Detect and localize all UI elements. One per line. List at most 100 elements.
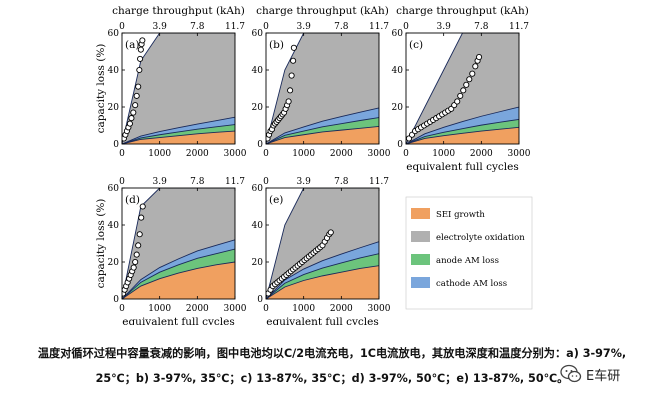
plot-frame — [405, 32, 520, 145]
x-tick-label: 0 — [403, 149, 409, 159]
area-anode-am-loss — [122, 249, 235, 299]
boundary-electrolyte-oxidation — [266, 33, 379, 144]
caption-line-2: 25℃；b) 3-97%, 35℃；c) 13-87%, 35℃；d) 3-97… — [95, 372, 569, 385]
boundary-cathode-am-loss — [122, 116, 235, 144]
data-point — [137, 55, 144, 62]
plot-frame — [121, 32, 236, 145]
area-electrolyte-oxidation — [122, 33, 235, 144]
plot-frame — [121, 187, 236, 300]
plot-frame — [265, 32, 380, 145]
area-cathode-am-loss — [266, 241, 379, 299]
data-point — [285, 98, 292, 105]
data-point — [469, 70, 476, 77]
area-cathode-am-loss — [266, 107, 379, 144]
top-tick-label: 11.7 — [369, 177, 389, 187]
top-tick-label: 11.7 — [509, 22, 529, 32]
data-point — [457, 92, 464, 99]
y-tick-label: 20 — [252, 103, 264, 113]
x-tick-label: 3000 — [368, 304, 391, 314]
x-axis-title: equivalent full cycles — [122, 316, 235, 325]
x-tick-label: 0 — [263, 149, 269, 159]
y-tick-label: 0 — [257, 295, 263, 305]
top-tick-label: 0 — [119, 177, 125, 187]
x-tick-label: 3000 — [224, 149, 247, 159]
caption-line-1: 温度对循环过程中容量衰减的影响，图中电池均以C/2电流充电，1C电流放电，其放电… — [37, 347, 627, 360]
watermark: E车研 — [560, 363, 660, 385]
x-tick-label: 0 — [263, 304, 269, 314]
plot-area — [122, 188, 235, 299]
data-point — [126, 120, 133, 127]
y-tick-label: 40 — [392, 66, 404, 76]
x-tick-label: 0 — [119, 149, 125, 159]
area-sei-growth — [122, 262, 235, 299]
y-tick-label: 40 — [252, 221, 264, 231]
top-axis-title: charge throughput (kAh) — [256, 5, 389, 17]
boundary-sei-growth — [122, 130, 235, 144]
plot-area — [266, 33, 379, 144]
panel-label: (e) — [269, 194, 283, 206]
x-axis-title: equivalent full cycles — [406, 161, 519, 173]
legend-label: cathode AM loss — [436, 279, 507, 289]
y-tick-label: 40 — [108, 221, 120, 231]
y-tick-label: 0 — [113, 140, 119, 150]
data-point — [130, 264, 137, 271]
boundary-anode-am-loss — [122, 124, 235, 144]
data-point — [466, 76, 473, 83]
data-point — [136, 66, 143, 74]
legend-swatch — [411, 277, 430, 288]
data-point — [132, 102, 139, 109]
boundary-anode-am-loss — [266, 117, 379, 144]
area-anode-am-loss — [266, 253, 379, 299]
data-point — [460, 87, 467, 94]
boundary-electrolyte-oxidation — [406, 33, 519, 144]
top-tick-label: 7.8 — [190, 177, 205, 187]
data-point — [472, 63, 479, 70]
x-axis-title: equivalent full cycles — [266, 316, 379, 325]
panel-label: (a) — [125, 39, 139, 51]
data-point — [290, 44, 297, 51]
x-tick-label: 1000 — [432, 149, 455, 159]
top-tick-label: 11.7 — [369, 22, 389, 32]
area-anode-am-loss — [406, 119, 519, 144]
y-tick-label: 40 — [108, 66, 120, 76]
top-tick-label: 3.9 — [297, 177, 312, 187]
plot-frame — [265, 187, 380, 300]
y-tick-label: 0 — [113, 295, 119, 305]
top-tick-label: 3.9 — [153, 177, 168, 187]
wechat-icon — [560, 364, 582, 383]
data-point — [476, 54, 483, 61]
y-tick-label: 0 — [397, 140, 403, 150]
watermark-text: E车研 — [586, 368, 621, 384]
data-point — [135, 83, 142, 90]
data-point — [463, 81, 470, 88]
legend: SEI growth electrolyte oxidation anode AM … — [405, 196, 533, 310]
top-tick-label: 11.7 — [225, 22, 245, 32]
plot-area — [122, 33, 235, 144]
boundary-sei-growth — [266, 125, 379, 144]
boundary-sei-growth — [266, 265, 379, 299]
data-point — [327, 229, 334, 236]
panel-label: (c) — [409, 39, 423, 51]
data-point — [139, 203, 146, 210]
data-point — [135, 242, 142, 249]
boundary-cathode-am-loss — [266, 241, 379, 299]
x-tick-label: 1000 — [292, 149, 315, 159]
area-sei-growth — [266, 126, 379, 144]
plot-area — [406, 33, 519, 144]
x-tick-label: 1000 — [148, 304, 171, 314]
data-point — [287, 87, 294, 94]
area-cathode-am-loss — [122, 239, 235, 299]
y-tick-label: 60 — [108, 184, 120, 194]
x-tick-label: 3000 — [224, 304, 247, 314]
top-tick-label: 7.8 — [334, 22, 349, 32]
area-cathode-am-loss — [406, 107, 519, 144]
boundary-anode-am-loss — [266, 253, 379, 299]
data-point — [136, 231, 143, 238]
data-point — [290, 57, 297, 64]
data-point — [288, 72, 295, 79]
boundary-cathode-am-loss — [266, 107, 379, 144]
